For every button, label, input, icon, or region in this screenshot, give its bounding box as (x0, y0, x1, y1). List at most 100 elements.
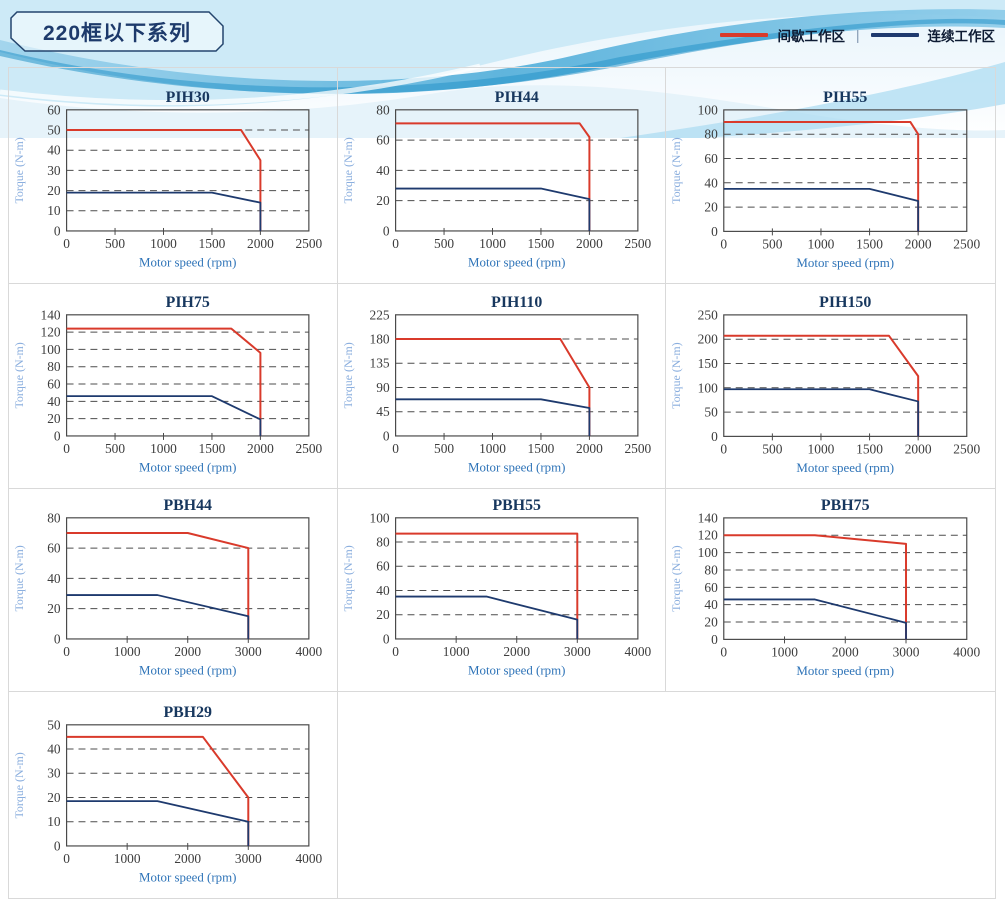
svg-text:2000: 2000 (503, 644, 530, 659)
svg-text:1000: 1000 (771, 644, 798, 659)
svg-text:1500: 1500 (856, 441, 883, 456)
y-axis-label: Torque (N-m) (669, 137, 683, 203)
svg-text:1000: 1000 (442, 644, 469, 659)
svg-text:40: 40 (705, 597, 719, 612)
svg-text:2000: 2000 (247, 236, 274, 251)
svg-text:1000: 1000 (150, 441, 177, 456)
svg-text:0: 0 (711, 632, 718, 647)
x-axis-label: Motor speed (rpm) (797, 460, 895, 475)
series-intermittent (395, 533, 578, 640)
svg-text:500: 500 (763, 441, 783, 456)
svg-text:4000: 4000 (624, 644, 651, 659)
svg-text:150: 150 (698, 356, 718, 371)
chart-panel-PBH75: PBH75 0 20 40 60 80 100 120 140 0 1000 2000 3000 4000… (666, 489, 995, 692)
series-continuous (395, 398, 590, 437)
svg-text:60: 60 (376, 133, 390, 148)
svg-text:50: 50 (705, 404, 719, 419)
svg-text:20: 20 (376, 608, 390, 623)
svg-text:2000: 2000 (576, 441, 603, 456)
legend-intermittent-label: 间歇工作区 (777, 29, 845, 44)
chart-title: PBH55 (492, 497, 541, 514)
chart-panel-PIH30: PIH30 0 10 20 30 40 50 60 0 500 1000 1500 2000 2500 Mo… (9, 68, 338, 284)
svg-text:0: 0 (721, 644, 728, 659)
series-continuous (66, 192, 262, 232)
chart-panel-PIH75: PIH75 0 20 40 60 80 100 120 140 0 500 1000 1500 2000 2… (9, 284, 338, 489)
y-axis-label: Torque (N-m) (669, 545, 683, 611)
chart-panel-PIH44: PIH44 0 20 40 60 80 0 500 1000 1500 2000 2500 Motor … (337, 68, 667, 284)
series-continuous (66, 800, 250, 847)
chart-title: PIH75 (166, 294, 210, 311)
x-axis-label: Motor speed (rpm) (139, 871, 236, 885)
svg-text:0: 0 (392, 644, 399, 659)
chart-panel-PIH55: PIH55 0 20 40 60 80 100 0 500 1000 1500 2000 2500 Mot… (666, 68, 995, 284)
svg-text:140: 140 (698, 510, 718, 525)
chart-title: PBH44 (163, 497, 212, 514)
y-axis-label: Torque (N-m) (12, 138, 26, 204)
y-axis-label: Torque (N-m) (12, 343, 26, 409)
chart-panel-PIH110: PIH110 0 45 90 135 180 225 0 500 1000 1500 2000 2500… (337, 284, 667, 489)
svg-text:1000: 1000 (479, 236, 506, 251)
x-axis-label: Motor speed (rpm) (468, 256, 565, 270)
svg-text:20: 20 (47, 412, 61, 427)
svg-text:2000: 2000 (576, 236, 603, 251)
svg-text:60: 60 (47, 103, 61, 118)
chart-PIH110: PIH110 0 45 90 135 180 225 0 500 1000 1500 2000 2500… (341, 294, 652, 475)
svg-text:0: 0 (63, 441, 70, 456)
svg-text:80: 80 (705, 127, 719, 142)
svg-text:100: 100 (41, 342, 61, 357)
svg-text:40: 40 (376, 163, 390, 178)
series-continuous (66, 594, 250, 640)
y-axis-label: Torque (N-m) (341, 343, 355, 409)
svg-text:2500: 2500 (295, 441, 322, 456)
svg-text:0: 0 (392, 441, 399, 456)
svg-text:30: 30 (47, 163, 61, 178)
svg-text:1000: 1000 (808, 236, 835, 251)
svg-text:60: 60 (47, 541, 61, 556)
x-axis-label: Motor speed (rpm) (468, 461, 565, 475)
svg-text:500: 500 (105, 441, 125, 456)
svg-text:1500: 1500 (199, 236, 226, 251)
svg-text:1500: 1500 (856, 236, 883, 251)
svg-text:20: 20 (705, 199, 719, 214)
series-continuous (66, 395, 262, 437)
svg-text:2500: 2500 (954, 441, 981, 456)
svg-text:20: 20 (376, 194, 390, 209)
svg-text:0: 0 (54, 224, 61, 239)
series-intermittent (66, 736, 250, 847)
svg-text:50: 50 (47, 123, 61, 138)
svg-text:0: 0 (54, 632, 61, 647)
legend: 间歇工作区 | 连续工作区 (720, 25, 995, 45)
y-axis-label: Torque (N-m) (669, 342, 683, 408)
svg-text:500: 500 (434, 441, 454, 456)
x-axis-label: Motor speed (rpm) (468, 664, 565, 678)
chart-panel-PBH29: PBH29 0 10 20 30 40 50 0 1000 2000 3000 4000 Motor s… (9, 692, 338, 898)
svg-text:135: 135 (369, 356, 389, 371)
svg-text:10: 10 (47, 204, 61, 219)
svg-text:140: 140 (41, 308, 61, 323)
chart-panel-PIH150: PIH150 0 50 100 150 200 250 0 500 1000 1500 2000 250… (666, 284, 995, 489)
series-continuous (395, 188, 590, 232)
svg-text:500: 500 (434, 236, 454, 251)
svg-text:2500: 2500 (295, 236, 322, 251)
svg-text:0: 0 (721, 441, 728, 456)
svg-text:50: 50 (47, 718, 61, 733)
svg-text:40: 40 (47, 571, 61, 586)
svg-text:40: 40 (47, 742, 61, 757)
svg-text:3000: 3000 (893, 644, 920, 659)
header-banner (0, 0, 1005, 138)
svg-text:20: 20 (47, 790, 61, 805)
svg-text:2500: 2500 (954, 236, 981, 251)
svg-text:2500: 2500 (624, 441, 651, 456)
svg-text:3000: 3000 (235, 644, 262, 659)
svg-text:2500: 2500 (624, 236, 651, 251)
legend-intermittent-swatch (720, 33, 769, 37)
svg-text:0: 0 (54, 429, 61, 444)
svg-text:80: 80 (705, 562, 719, 577)
series-intermittent (724, 334, 920, 437)
page-title: 220框以下系列 (42, 21, 192, 45)
series-continuous (724, 388, 920, 437)
svg-text:120: 120 (41, 325, 61, 340)
x-axis-label: Motor speed (rpm) (139, 664, 236, 678)
svg-text:180: 180 (369, 332, 389, 347)
